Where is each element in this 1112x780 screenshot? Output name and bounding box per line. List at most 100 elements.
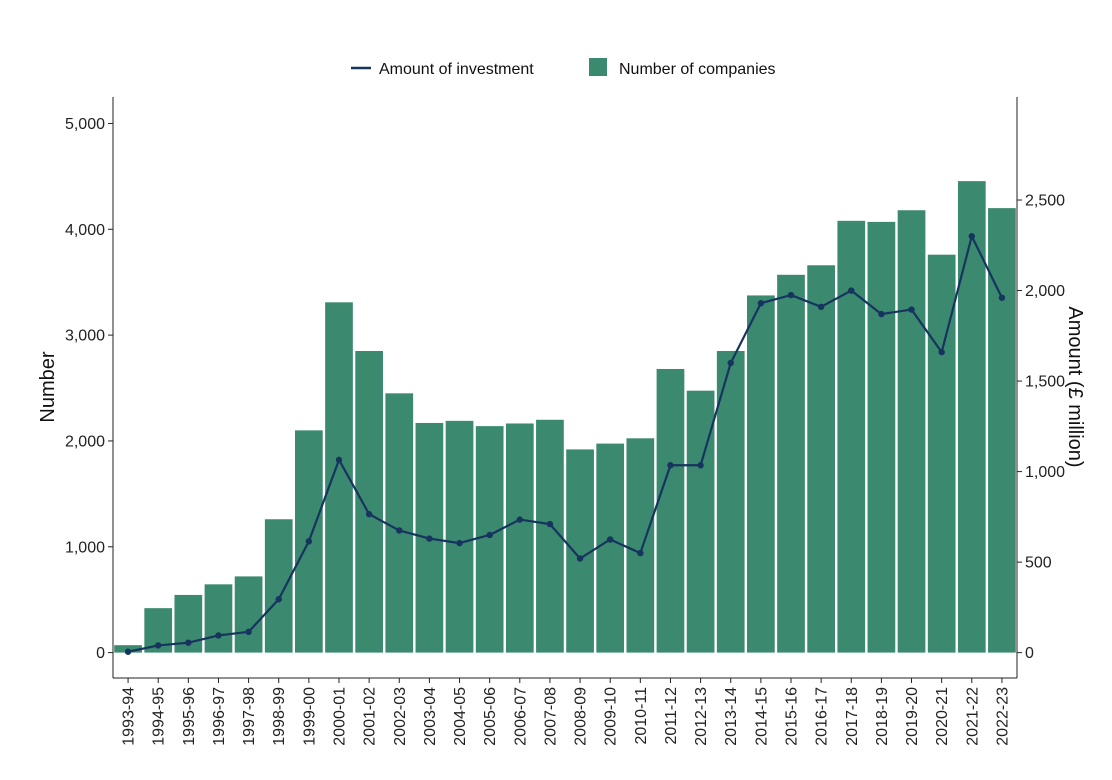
bar-2017-18: [837, 220, 866, 653]
y-tick-label: 4,000: [65, 222, 105, 239]
y2-tick-label: 2,500: [1025, 193, 1065, 210]
bar-2013-14: [716, 350, 745, 653]
bar-2006-07: [505, 423, 534, 653]
bar-2016-17: [807, 265, 835, 653]
x-tick-label: 2017-18: [844, 687, 861, 746]
point-2020-21: [938, 348, 945, 356]
point-2022-23: [998, 294, 1006, 301]
point-2014-15: [757, 300, 765, 307]
x-tick-label: 1998-99: [271, 687, 288, 746]
bar-2008-09: [566, 449, 594, 653]
y-tick-label: 3,000: [65, 328, 105, 345]
point-1996-97: [215, 632, 222, 639]
x-tick-label: 2019-20: [904, 687, 921, 746]
point-2006-07: [516, 516, 523, 523]
legend-label-companies: Number of companies: [619, 61, 776, 78]
x-tick-label: 2020-21: [934, 687, 951, 746]
x-tick-label: 2001-02: [362, 687, 379, 746]
bar-2014-15: [747, 295, 775, 653]
legend-label-amount: Amount of investment: [379, 61, 534, 78]
x-tick-label: 2015-16: [784, 687, 801, 746]
y2-tick-label: 2,000: [1025, 283, 1065, 300]
bar-1997-98: [234, 576, 263, 653]
point-2008-09: [576, 555, 584, 562]
point-1994-95: [155, 642, 162, 649]
bar-2011-12: [656, 368, 685, 653]
bar-2004-05: [445, 420, 474, 653]
x-tick-label: 2008-09: [573, 687, 590, 746]
point-1999-00: [305, 538, 313, 545]
x-tick-label: 1997-98: [241, 687, 258, 746]
point-2011-12: [667, 462, 674, 469]
y-axis-title: Number: [37, 351, 59, 422]
x-tick-label: 2006-07: [512, 687, 529, 746]
bar-2009-10: [596, 443, 625, 653]
investment-line: [127, 235, 1003, 653]
x-tick-label: 2004-05: [452, 687, 469, 746]
bar-2021-22: [957, 181, 986, 653]
point-2001-02: [365, 510, 373, 518]
y2-tick-label: 0: [1025, 645, 1034, 662]
bar-2022-23: [988, 208, 1016, 653]
y-tick-label: 1,000: [65, 539, 105, 556]
y2-tick-label: 500: [1025, 555, 1052, 572]
y2-tick-label: 1,000: [1025, 464, 1065, 481]
point-1997-98: [245, 628, 252, 636]
bar-series-companies: [114, 181, 1016, 653]
x-tick-label: 2012-13: [693, 687, 710, 746]
point-2017-18: [848, 287, 855, 294]
bar-2018-19: [867, 221, 896, 653]
legend-bar-swatch: [589, 58, 607, 76]
point-2002-03: [396, 527, 403, 534]
x-tick-label: 1996-97: [211, 687, 228, 746]
axes: 0 1,000 2,000 3,000 4,000 5,000 0 500 1,000 1,500…: [65, 97, 1065, 746]
bar-2015-16: [777, 274, 805, 653]
point-1998-99: [275, 596, 282, 603]
y-tick-label: 2,000: [65, 433, 105, 450]
point-1995-96: [185, 639, 192, 646]
bar-2005-06: [475, 426, 504, 653]
point-2010-11: [637, 549, 644, 557]
legend: Amount of investment Number of companies: [351, 58, 776, 78]
point-2016-17: [817, 303, 825, 311]
x-tick-label: 2000-01: [332, 687, 349, 746]
bar-2020-21: [927, 254, 956, 653]
bar-1998-99: [264, 519, 293, 653]
x-tick-label: 2022-23: [994, 687, 1011, 746]
x-tick-label: 2018-19: [874, 687, 891, 746]
point-2000-01: [335, 456, 343, 464]
point-1993-94: [124, 648, 132, 655]
x-tick-label: 2016-17: [814, 687, 831, 746]
point-2007-08: [546, 520, 554, 528]
x-tick-label: 2007-08: [542, 687, 559, 746]
x-tick-label: 2003-04: [422, 687, 439, 746]
y2-tick-label: 1,500: [1025, 374, 1065, 391]
bar-2019-20: [897, 210, 926, 653]
point-2015-16: [787, 291, 795, 299]
x-tick-label: 2011-12: [663, 687, 680, 745]
bar-1996-97: [204, 584, 233, 653]
line-series-investment: [124, 233, 1006, 655]
x-tick-label: 2010-11: [633, 687, 650, 745]
x-tick-label: 2002-03: [392, 687, 409, 746]
y-tick-label: 0: [96, 645, 105, 662]
bar-2002-03: [385, 393, 414, 653]
point-2021-22: [968, 233, 975, 240]
x-tick-label: 2013-14: [723, 687, 740, 746]
x-tick-label: 2021-22: [964, 687, 981, 746]
x-tick-label: 1999-00: [301, 687, 318, 746]
x-tick-label: 2014-15: [753, 687, 770, 746]
point-2005-06: [486, 531, 493, 539]
y2-axis-title: Amount (£ million): [1064, 306, 1086, 467]
x-tick-label: 1993-94: [121, 687, 138, 746]
x-tick-label: 1994-95: [151, 687, 168, 746]
point-2019-20: [908, 306, 915, 313]
x-tick-label: 2005-06: [482, 687, 499, 746]
point-2018-19: [878, 310, 885, 318]
point-2012-13: [697, 462, 704, 469]
bar-2001-02: [355, 350, 383, 653]
point-2004-05: [456, 539, 463, 547]
x-tick-label: 2009-10: [603, 687, 620, 746]
x-tick-label: 1995-96: [181, 687, 198, 746]
